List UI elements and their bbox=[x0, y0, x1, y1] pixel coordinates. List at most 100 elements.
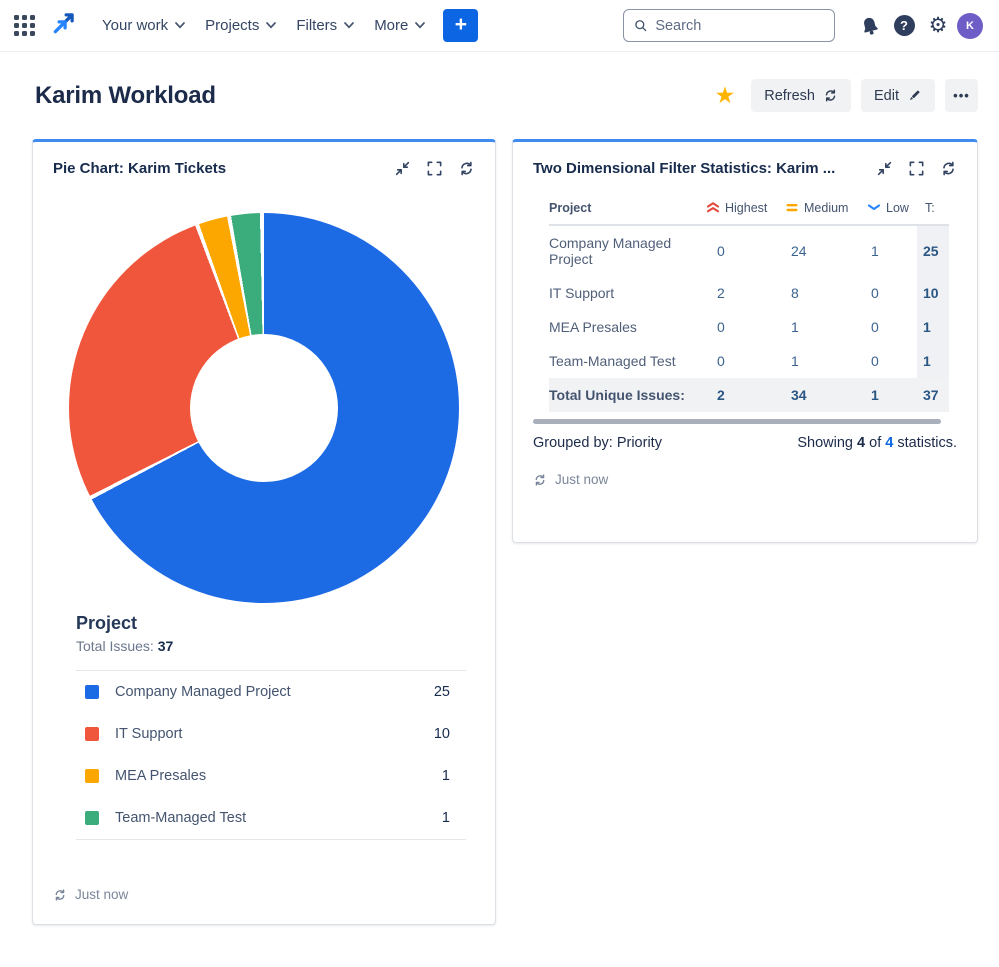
jira-logo-icon[interactable] bbox=[50, 10, 78, 41]
avatar[interactable]: K bbox=[957, 12, 983, 39]
row-label: Team-Managed Test bbox=[549, 353, 676, 369]
legend-item: Team-Managed Test 1 bbox=[76, 797, 466, 839]
refresh-icon bbox=[535, 473, 545, 486]
table-row: MEA Presales 0 1 0 1 bbox=[549, 310, 949, 344]
create-button[interactable]: + bbox=[443, 9, 479, 42]
total-stat-cell[interactable]: 2 bbox=[699, 378, 777, 412]
stat-cell[interactable]: 0 bbox=[871, 353, 879, 369]
stat-cell[interactable]: 8 bbox=[791, 285, 799, 301]
gadget-updated-status: Just now bbox=[533, 472, 957, 487]
stat-cell[interactable]: 0 bbox=[717, 243, 725, 259]
stat-cell[interactable]: 0 bbox=[871, 319, 879, 335]
notifications-button[interactable] bbox=[853, 9, 887, 43]
table-row: IT Support 2 8 0 10 bbox=[549, 276, 949, 310]
nav-filters[interactable]: Filters bbox=[286, 10, 364, 41]
favorite-star-icon[interactable]: ★ bbox=[714, 82, 736, 108]
stat-cell[interactable]: 0 bbox=[871, 285, 879, 301]
row-label: IT Support bbox=[549, 285, 615, 301]
chevron-down-icon bbox=[175, 22, 186, 29]
legend-value[interactable]: 10 bbox=[433, 726, 450, 742]
bell-icon bbox=[864, 17, 878, 35]
statistics-table: Project Highest Medium bbox=[549, 197, 949, 412]
search-box[interactable] bbox=[623, 9, 835, 42]
dashboard-header: Karim Workload ★ Refresh Edit ••• bbox=[35, 79, 978, 112]
column-header-medium: Medium bbox=[777, 197, 857, 226]
legend-item: IT Support 10 bbox=[76, 713, 466, 755]
refresh-button-label: Refresh bbox=[764, 87, 815, 104]
legend-value[interactable]: 1 bbox=[441, 768, 450, 784]
gadget-title: Pie Chart: Karim Tickets bbox=[53, 159, 227, 177]
chevron-down-icon bbox=[344, 22, 355, 29]
nav-your-work[interactable]: Your work bbox=[92, 10, 195, 41]
expand-icon[interactable] bbox=[426, 160, 443, 177]
row-total-cell[interactable]: 10 bbox=[917, 276, 949, 310]
refresh-button[interactable]: Refresh bbox=[751, 79, 851, 112]
stat-cell[interactable]: 2 bbox=[717, 285, 725, 301]
more-options-button[interactable]: ••• bbox=[945, 79, 978, 112]
nav-more-label: More bbox=[374, 17, 409, 34]
pie-chart bbox=[69, 213, 459, 603]
collapse-icon[interactable] bbox=[394, 160, 411, 177]
stat-cell[interactable]: 1 bbox=[791, 319, 799, 335]
settings-button[interactable]: ⚙ bbox=[921, 9, 955, 43]
pie-total-label: Total Issues: bbox=[76, 638, 154, 654]
collapse-icon[interactable] bbox=[876, 160, 893, 177]
pie-total-value: 37 bbox=[157, 638, 174, 654]
gear-icon: ⚙ bbox=[928, 14, 948, 37]
priority-medium-icon bbox=[786, 204, 798, 212]
row-total-cell[interactable]: 1 bbox=[917, 310, 949, 344]
top-navigation: Your work Projects Filters More + ? ⚙ K bbox=[0, 0, 999, 52]
total-stat-cell[interactable]: 34 bbox=[777, 378, 857, 412]
nav-more[interactable]: More bbox=[364, 10, 435, 41]
help-button[interactable]: ? bbox=[887, 9, 921, 43]
nav-your-work-label: Your work bbox=[102, 17, 169, 34]
search-input[interactable] bbox=[655, 17, 824, 34]
column-header-project: Project bbox=[549, 197, 699, 226]
legend-value[interactable]: 1 bbox=[441, 810, 450, 826]
search-icon bbox=[635, 20, 647, 32]
edit-button[interactable]: Edit bbox=[861, 79, 935, 112]
gadget-title: Two Dimensional Filter Statistics: Karim… bbox=[533, 159, 836, 177]
row-label: MEA Presales bbox=[549, 319, 637, 335]
pencil-icon bbox=[910, 90, 920, 101]
refresh-icon[interactable] bbox=[940, 160, 957, 177]
row-total-cell[interactable]: 25 bbox=[917, 225, 949, 276]
legend-value[interactable]: 25 bbox=[433, 684, 450, 700]
stat-cell[interactable]: 0 bbox=[717, 353, 725, 369]
stat-cell[interactable]: 1 bbox=[791, 353, 799, 369]
column-header-highest: Highest bbox=[699, 197, 777, 226]
updated-text: Just now bbox=[555, 472, 609, 487]
legend-item: Company Managed Project 25 bbox=[76, 671, 466, 713]
horizontal-scrollbar[interactable] bbox=[533, 419, 941, 424]
nav-projects[interactable]: Projects bbox=[195, 10, 286, 41]
stat-cell[interactable]: 0 bbox=[717, 319, 725, 335]
page-title: Karim Workload bbox=[35, 81, 216, 109]
table-row: Team-Managed Test 0 1 0 1 bbox=[549, 344, 949, 378]
pie-chart-gadget: Pie Chart: Karim Tickets bbox=[32, 139, 496, 925]
expand-icon[interactable] bbox=[908, 160, 925, 177]
refresh-icon[interactable] bbox=[458, 160, 475, 177]
legend-item: MEA Presales 1 bbox=[76, 755, 466, 797]
stat-cell[interactable]: 24 bbox=[791, 243, 807, 259]
legend-label: Team-Managed Test bbox=[115, 810, 247, 826]
app-switcher-icon[interactable] bbox=[14, 14, 36, 37]
pie-total-issues: Total Issues: 37 bbox=[76, 638, 475, 654]
legend-label: Company Managed Project bbox=[115, 684, 291, 700]
showing-statistics-text: Showing 4 of 4 statistics. bbox=[797, 435, 957, 451]
pie-legend: Company Managed Project 25 IT Support 10… bbox=[76, 670, 466, 840]
gadget-updated-status: Just now bbox=[53, 887, 128, 902]
row-total-cell[interactable]: 1 bbox=[917, 344, 949, 378]
stat-cell[interactable]: 1 bbox=[871, 243, 879, 259]
total-stat-cell[interactable]: 1 bbox=[857, 378, 917, 412]
edit-button-label: Edit bbox=[874, 87, 899, 104]
donut-hole bbox=[190, 334, 338, 482]
refresh-icon bbox=[825, 89, 836, 102]
updated-text: Just now bbox=[75, 887, 129, 902]
grand-total-cell[interactable]: 37 bbox=[917, 378, 949, 412]
legend-swatch bbox=[85, 727, 99, 741]
priority-low-icon bbox=[867, 204, 881, 211]
nav-filters-label: Filters bbox=[296, 17, 338, 34]
row-label: Company Managed Project bbox=[549, 235, 672, 267]
available-count-link[interactable]: 4 bbox=[885, 435, 894, 451]
legend-label: MEA Presales bbox=[115, 768, 207, 784]
